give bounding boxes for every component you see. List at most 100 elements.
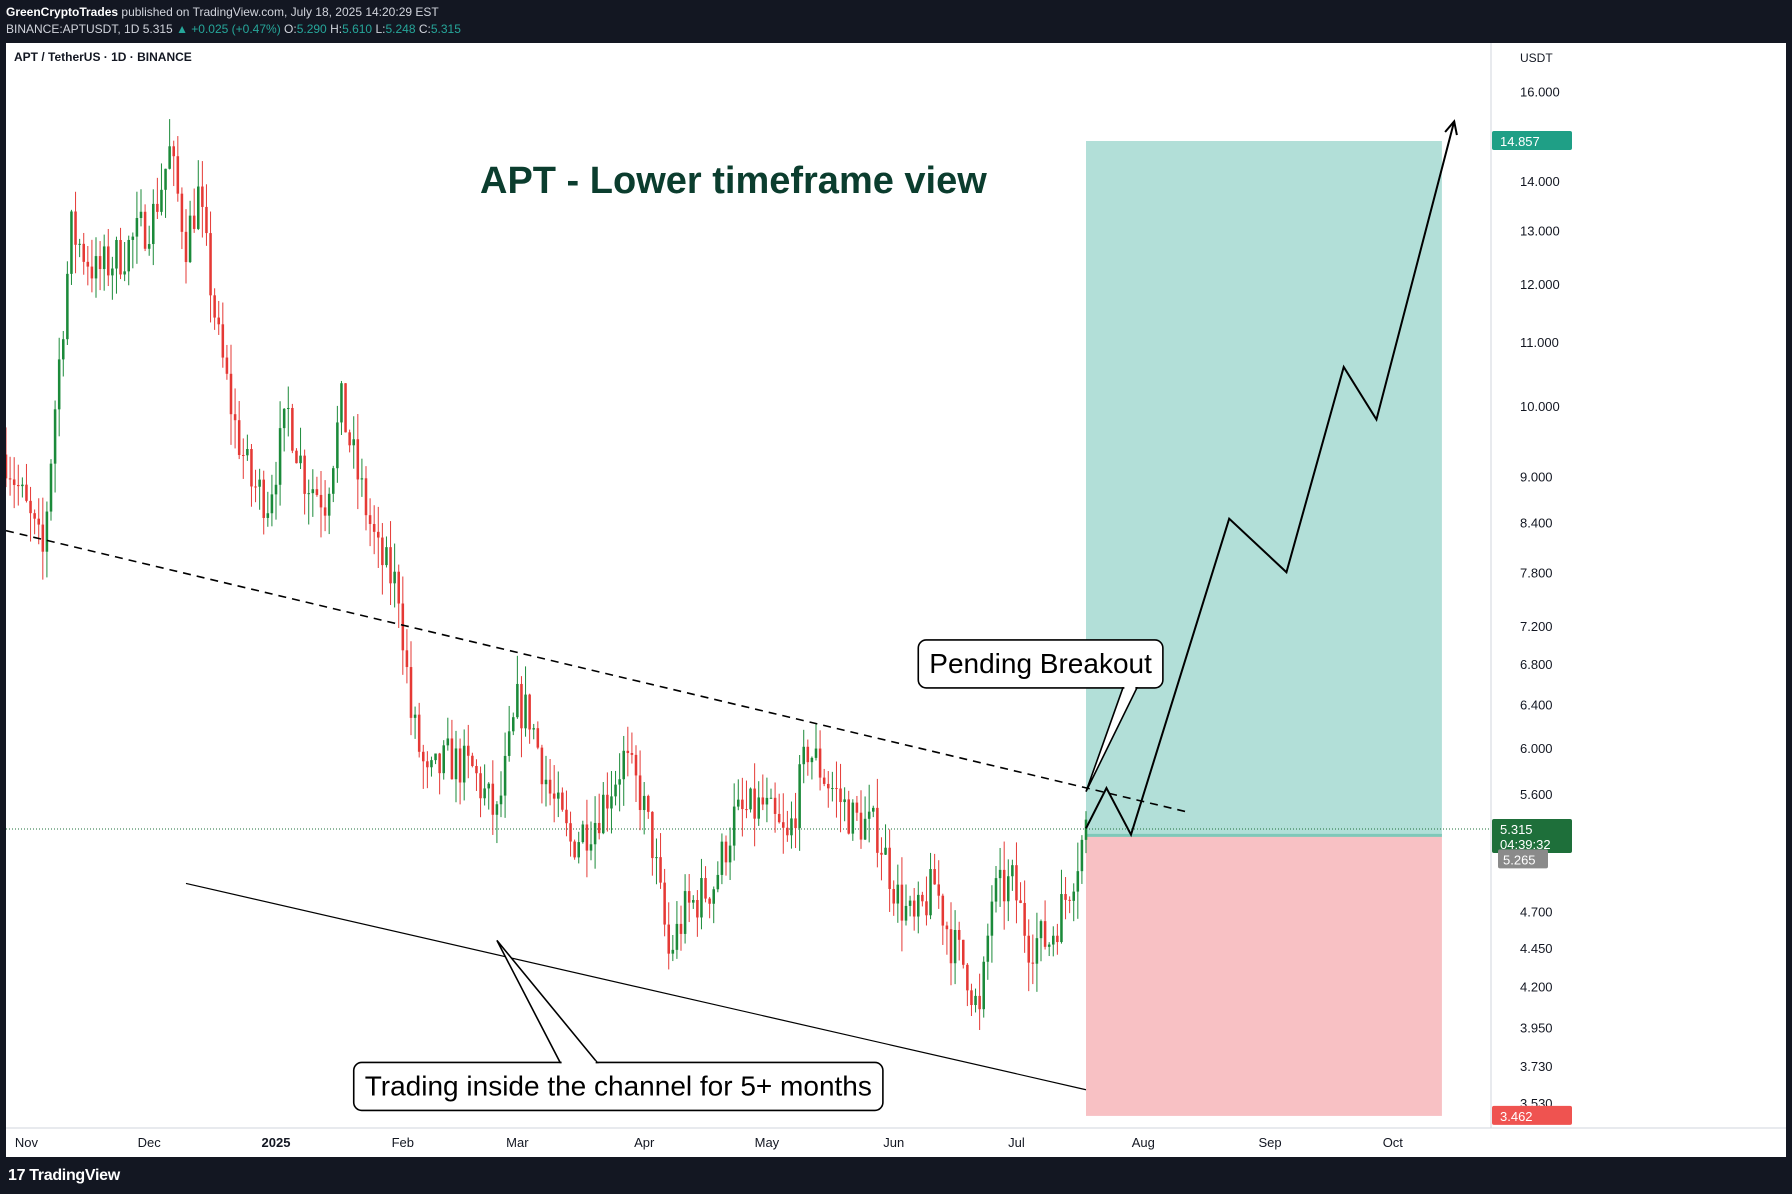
candle-body (303, 455, 306, 494)
candle-body (1047, 944, 1051, 947)
candle-body (111, 268, 114, 276)
low-label: L: (375, 22, 386, 36)
time-tick-label: Aug (1132, 1135, 1155, 1150)
candle-body (495, 804, 499, 815)
candle-body (393, 571, 396, 584)
candle-body (287, 407, 290, 409)
candle-body (552, 793, 556, 799)
candle-body (908, 900, 912, 906)
candle-body (544, 779, 548, 785)
candle-body (274, 484, 278, 495)
candle-body (863, 818, 867, 840)
time-tick-label: 2025 (262, 1135, 291, 1150)
candle-body (970, 990, 973, 1006)
candle-body (524, 694, 527, 729)
candle-body (806, 746, 810, 763)
time-tick-label: Dec (138, 1135, 162, 1150)
candle-body (344, 383, 347, 433)
candle-body (119, 240, 122, 275)
candle-body (364, 478, 368, 516)
candle-body (589, 844, 593, 851)
tradingview-logo[interactable]: 17 TradingView (8, 1167, 120, 1185)
candle-body (597, 822, 601, 834)
candle-body (282, 408, 286, 429)
candle-body (622, 750, 625, 780)
candle-body (814, 748, 818, 758)
price-tick-label: 14.000 (1520, 174, 1560, 189)
target-price-label-bg (1492, 131, 1572, 151)
candle-body (782, 822, 785, 828)
candle-body (372, 524, 376, 532)
candle-body (164, 168, 167, 190)
candle-body (593, 822, 597, 845)
candle-body (692, 900, 695, 903)
candle-body (291, 407, 294, 451)
candle-body (839, 788, 842, 803)
stop-zone (1086, 835, 1442, 1116)
candle-body (389, 547, 392, 584)
candle-body (884, 847, 887, 855)
candle-body (29, 500, 32, 514)
candle-body (872, 807, 875, 812)
candle-body (417, 714, 421, 752)
candle-body (413, 714, 417, 718)
publisher-name[interactable]: GreenCryptoTrades (6, 5, 119, 19)
candle-body (98, 256, 102, 270)
candle-body (197, 186, 200, 229)
candle-body (765, 797, 769, 805)
candle-body (630, 753, 634, 755)
candle-body (655, 857, 658, 859)
candle-body (17, 484, 20, 487)
candle-body (949, 929, 953, 964)
price-tick-label: 10.000 (1520, 399, 1560, 414)
candle-body (147, 244, 151, 249)
candle-body (757, 797, 760, 819)
candle-body (143, 211, 147, 249)
candle-body (250, 448, 253, 487)
candle-body (499, 795, 503, 805)
candle-body (454, 748, 458, 780)
price-chart[interactable]: Pending Breakout Trading inside the chann… (6, 43, 1786, 1157)
candle-body (45, 511, 49, 552)
candle-body (638, 775, 642, 811)
candle-body (577, 842, 580, 858)
candle-body (626, 750, 630, 754)
candles (6, 119, 1088, 1031)
candle-body (642, 795, 646, 811)
candle-body (409, 667, 413, 718)
candle-body (90, 266, 94, 279)
candle-body (1039, 921, 1043, 939)
price-tick-label: 8.400 (1520, 516, 1553, 531)
candle-body (340, 383, 343, 423)
candle-body (606, 794, 609, 809)
candle-body (1035, 938, 1039, 964)
price-tick-label: 6.800 (1520, 657, 1553, 672)
candle-body (998, 869, 1002, 879)
candle-body (986, 935, 990, 962)
candle-body (491, 783, 495, 815)
low-value: 5.248 (385, 22, 416, 36)
candle-body (712, 889, 715, 904)
time-tick-label: Feb (392, 1135, 414, 1150)
candle-body (78, 243, 81, 245)
candle-body (528, 694, 531, 730)
candle-body (683, 891, 687, 934)
candle-body (74, 211, 77, 245)
time-tick-label: Mar (506, 1135, 529, 1150)
candle-body (221, 324, 225, 358)
candle-body (1068, 899, 1071, 901)
price-tick-label: 7.200 (1520, 619, 1553, 634)
candle-body (192, 215, 196, 229)
chart-panel[interactable]: Pending Breakout Trading inside the chann… (6, 43, 1786, 1157)
price-tick-label: 12.000 (1520, 277, 1560, 292)
candle-body (773, 797, 777, 814)
candle-body (507, 731, 511, 756)
candle-body (201, 186, 204, 207)
candle-body (573, 841, 576, 858)
candle-body (581, 824, 585, 843)
candle-body (37, 518, 40, 525)
candle-body (430, 760, 433, 768)
candle-body (540, 747, 544, 785)
candle-body (6, 454, 8, 479)
candle-body (1031, 962, 1035, 964)
